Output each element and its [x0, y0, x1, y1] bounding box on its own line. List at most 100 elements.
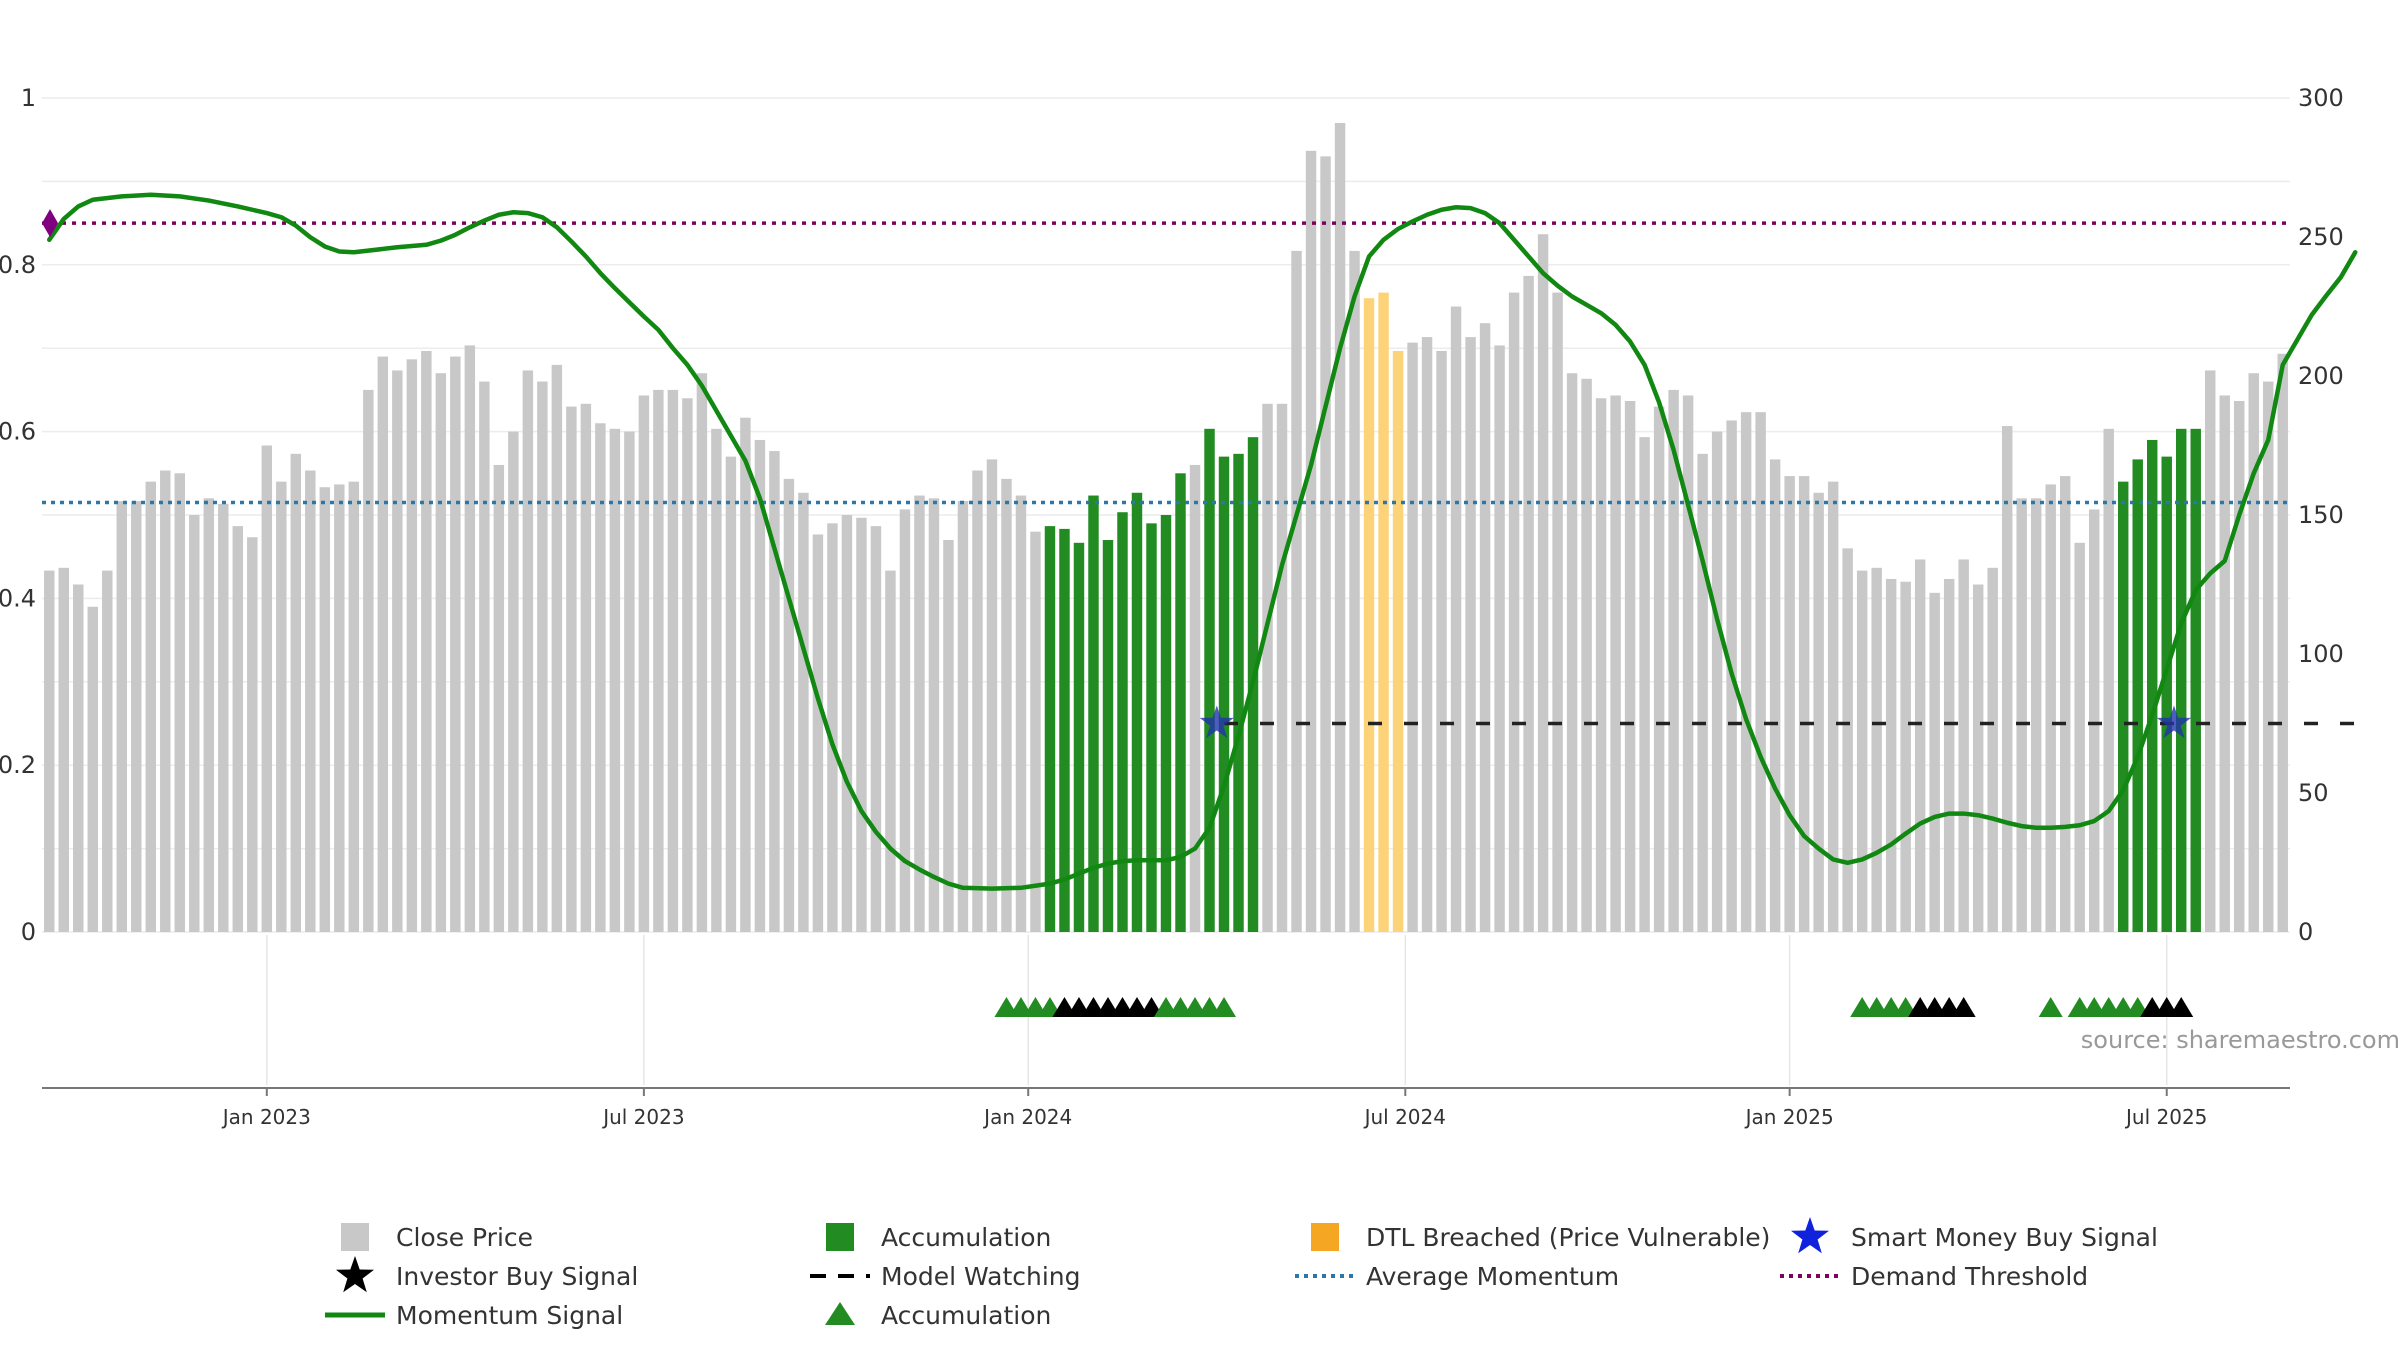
close-price-bar — [769, 451, 780, 932]
close-price-bar — [1189, 464, 1201, 932]
left-tick-label: 0.8 — [0, 251, 36, 279]
legend-label: Close Price — [396, 1223, 533, 1252]
close-price-bar — [551, 364, 563, 932]
close-price-bar — [479, 381, 490, 932]
legend-label: Demand Threshold — [1851, 1262, 2088, 1291]
close-price-bar — [943, 540, 954, 932]
accumulation-bar — [1160, 515, 1172, 932]
legend-label: DTL Breached (Price Vulnerable) — [1366, 1223, 1770, 1252]
accumulation-bar — [1204, 428, 1215, 932]
x-tick-label: Jan 2025 — [1744, 1105, 1834, 1129]
close-price-bar — [1639, 437, 1650, 932]
close-price-bar — [609, 428, 621, 932]
close-price-bar — [276, 481, 287, 932]
close-price-bar — [1813, 492, 1824, 932]
close-price-bar — [1885, 578, 1897, 932]
accumulation-bar — [2176, 428, 2187, 932]
close-price-bar — [580, 403, 592, 932]
legend-swatch-square-gray — [341, 1223, 369, 1251]
close-price-bar — [1581, 378, 1592, 932]
close-price-bar — [1610, 395, 1621, 933]
accumulation-bar — [1088, 495, 1099, 932]
right-tick-label: 300 — [2298, 84, 2344, 112]
close-price-bar — [218, 503, 229, 932]
close-price-bar — [1552, 292, 1563, 933]
close-price-bar — [899, 509, 911, 932]
close-price-bar — [1349, 250, 1360, 932]
close-price-bar — [798, 492, 809, 932]
close-price-bar — [2074, 542, 2085, 932]
close-price-bar — [1871, 567, 1882, 932]
close-price-bar — [1624, 401, 1636, 932]
close-price-bar — [131, 501, 142, 932]
close-price-bar — [928, 498, 940, 932]
close-price-bar — [174, 473, 186, 932]
close-price-bar — [1566, 373, 1578, 933]
close-price-bar — [1334, 123, 1346, 932]
close-price-bars — [44, 123, 2288, 933]
x-tick-label: Jul 2025 — [2124, 1105, 2207, 1129]
x-tick-label: Jul 2023 — [601, 1105, 684, 1129]
close-price-bar — [566, 406, 577, 933]
close-price-bar — [1450, 306, 1462, 932]
close-price-bar — [841, 515, 853, 932]
x-tick-label: Jan 2024 — [982, 1105, 1072, 1129]
close-price-bar — [1262, 403, 1273, 932]
close-price-bar — [305, 470, 316, 932]
close-price-bar — [1523, 275, 1534, 932]
close-price-bar — [392, 370, 403, 932]
close-price-bar — [508, 431, 519, 932]
close-price-bar — [986, 459, 998, 932]
close-price-bar — [290, 453, 302, 932]
close-price-bar — [1407, 342, 1418, 932]
close-price-bar — [711, 428, 722, 932]
close-price-bar — [2088, 509, 2100, 932]
legend-label: Accumulation — [881, 1223, 1051, 1252]
close-price-bar — [1697, 453, 1708, 932]
close-price-bar — [1682, 395, 1694, 933]
dtl-bar — [1378, 292, 1389, 933]
right-tick-label: 0 — [2298, 918, 2313, 946]
accumulation-bar — [1146, 523, 1157, 932]
accumulation-bar — [2190, 428, 2201, 932]
close-price-bar — [1320, 156, 1331, 932]
accumulation-bar — [2117, 481, 2129, 932]
close-price-bar — [406, 359, 418, 932]
close-price-bar — [1740, 412, 1752, 932]
accumulation-bar — [2132, 459, 2143, 932]
legend-swatch-square-green — [826, 1223, 854, 1251]
close-price-bar — [232, 526, 244, 932]
momentum-signal-line — [47, 192, 2358, 891]
close-price-bar — [377, 356, 389, 932]
close-price-bar — [1711, 431, 1723, 932]
close-price-bar — [667, 389, 679, 932]
signal-markers — [42, 209, 2192, 739]
close-price-bar — [2045, 484, 2056, 932]
close-price-bar — [319, 487, 331, 932]
close-price-bar — [1842, 548, 1853, 932]
close-price-bar — [2248, 373, 2259, 933]
close-price-bar — [73, 584, 84, 932]
close-price-bar — [2059, 476, 2071, 932]
close-price-bar — [972, 470, 983, 932]
demand-threshold-marker — [42, 209, 58, 238]
close-price-bar — [827, 523, 838, 932]
close-price-bar — [1798, 476, 1810, 932]
right-tick-label: 200 — [2298, 362, 2344, 390]
left-tick-label: 0 — [21, 918, 36, 946]
close-price-bar — [1653, 406, 1665, 933]
close-price-bar — [1958, 559, 1969, 932]
close-price-bar — [1827, 481, 1839, 932]
accumulation-bar — [1218, 456, 1230, 932]
legend: Close Price Investor Buy Signal Momentum S… — [325, 1217, 2158, 1330]
close-price-bar — [44, 570, 55, 932]
investor-signal-triangle — [1951, 997, 1976, 1017]
close-price-bar — [783, 478, 795, 932]
close-price-bar — [493, 464, 505, 932]
close-price-bar — [1537, 234, 1549, 933]
close-price-bar — [624, 431, 635, 932]
dtl-bar — [1392, 350, 1404, 933]
legend-label: Accumulation — [881, 1301, 1051, 1330]
close-price-bar — [334, 484, 345, 932]
close-price-bar — [1494, 345, 1505, 932]
